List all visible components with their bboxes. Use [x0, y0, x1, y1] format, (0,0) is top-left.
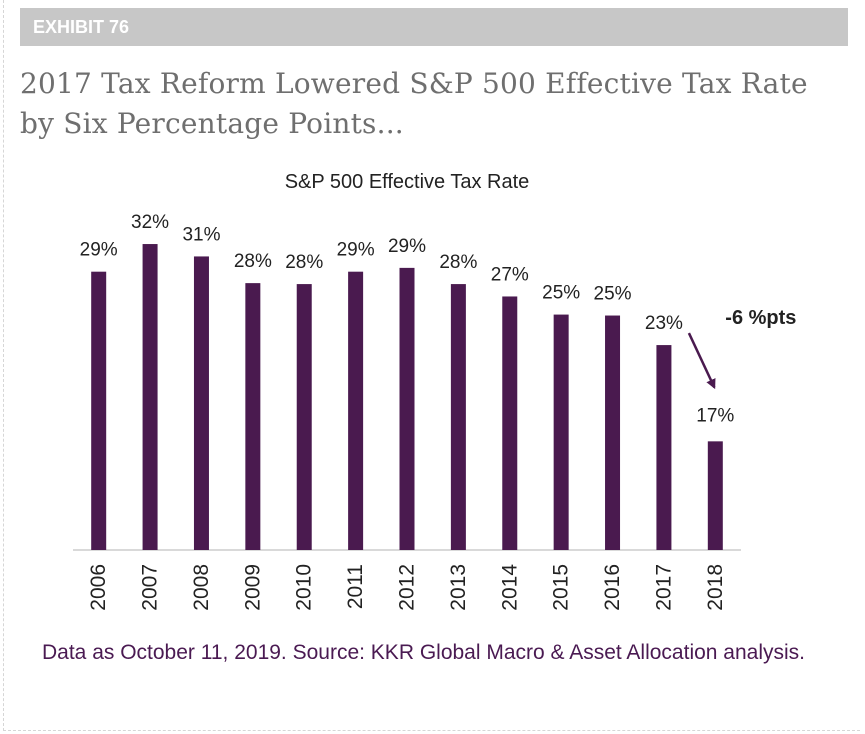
x-tick-2014: 2014 — [498, 564, 521, 611]
x-tick-2010: 2010 — [293, 564, 316, 611]
bar-2012 — [399, 267, 415, 550]
x-tick-2018: 2018 — [704, 564, 727, 611]
value-label-2006: 29% — [80, 240, 118, 261]
value-label-2015: 25% — [542, 283, 580, 304]
value-label-2007: 32% — [131, 212, 169, 233]
x-tick-2009: 2009 — [241, 564, 264, 611]
value-label-2018: 17% — [696, 405, 734, 426]
bar-2008 — [193, 256, 209, 550]
x-tick-2016: 2016 — [601, 564, 624, 611]
bar-2011 — [348, 271, 364, 550]
annotation-arrow — [687, 332, 716, 390]
bar-2009 — [245, 283, 261, 550]
bar-2017 — [656, 345, 672, 550]
x-tick-2008: 2008 — [190, 564, 213, 611]
value-label-2014: 27% — [491, 264, 529, 285]
source-note: Data as October 11, 2019. Source: KKR Gl… — [42, 641, 806, 664]
x-tick-2017: 2017 — [652, 564, 675, 611]
value-label-2010: 28% — [285, 252, 323, 273]
bar-2010 — [296, 284, 312, 550]
bar-2018 — [707, 441, 723, 550]
bar-2013 — [450, 284, 466, 550]
value-label-2016: 25% — [594, 284, 632, 305]
x-tick-2011: 2011 — [344, 564, 367, 609]
annotation-label: -6 %pts — [725, 307, 796, 329]
x-tick-2012: 2012 — [396, 564, 419, 611]
chart-title: S&P 500 Effective Tax Rate — [285, 171, 530, 193]
exhibit-frame — [3, 0, 860, 731]
value-label-2012: 29% — [388, 236, 426, 257]
x-tick-2006: 2006 — [87, 564, 110, 611]
bar-2014 — [502, 296, 518, 550]
bar-2015 — [553, 314, 569, 550]
value-label-2009: 28% — [234, 251, 272, 272]
value-label-2017: 23% — [645, 313, 683, 334]
exhibit-label: EXHIBIT 76 — [20, 8, 848, 46]
x-tick-2015: 2015 — [550, 564, 573, 611]
bar-2006 — [91, 271, 107, 550]
bar-2007 — [142, 244, 158, 550]
value-label-2013: 28% — [439, 252, 477, 273]
value-label-2008: 31% — [182, 224, 220, 245]
exhibit-title: 2017 Tax Reform Lowered S&P 500 Effectiv… — [20, 67, 808, 140]
x-tick-2013: 2013 — [447, 564, 470, 611]
bar-2016 — [605, 315, 621, 550]
x-tick-2007: 2007 — [139, 564, 162, 611]
value-label-2011: 29% — [337, 240, 375, 261]
